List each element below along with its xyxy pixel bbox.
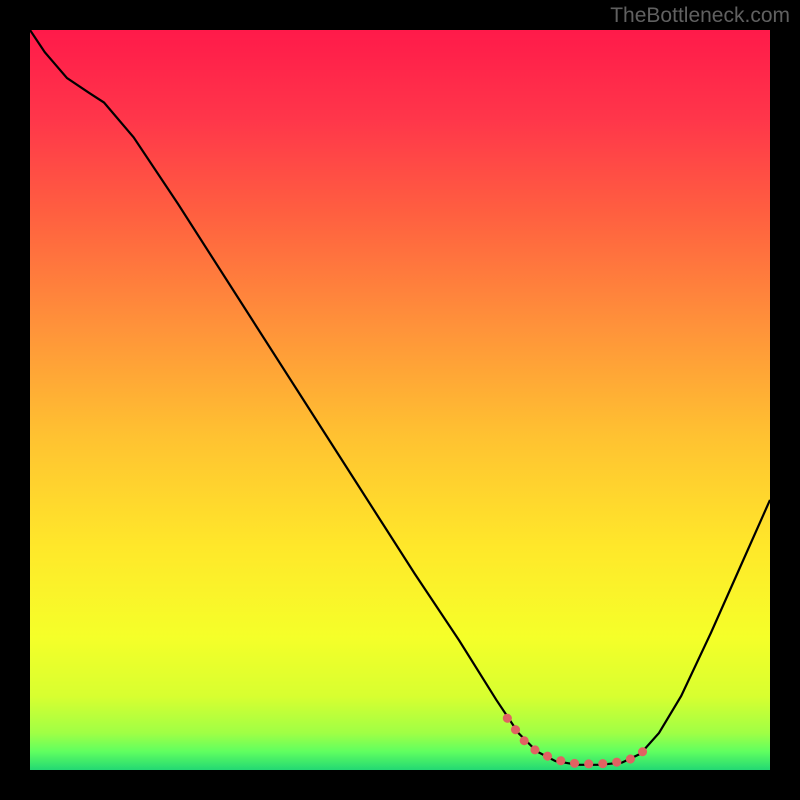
curve-layer: [30, 30, 770, 770]
watermark-text: TheBottleneck.com: [610, 4, 790, 28]
plot-area: [30, 30, 770, 770]
optimal-range-highlight: [507, 718, 644, 764]
bottleneck-curve: [30, 30, 770, 765]
